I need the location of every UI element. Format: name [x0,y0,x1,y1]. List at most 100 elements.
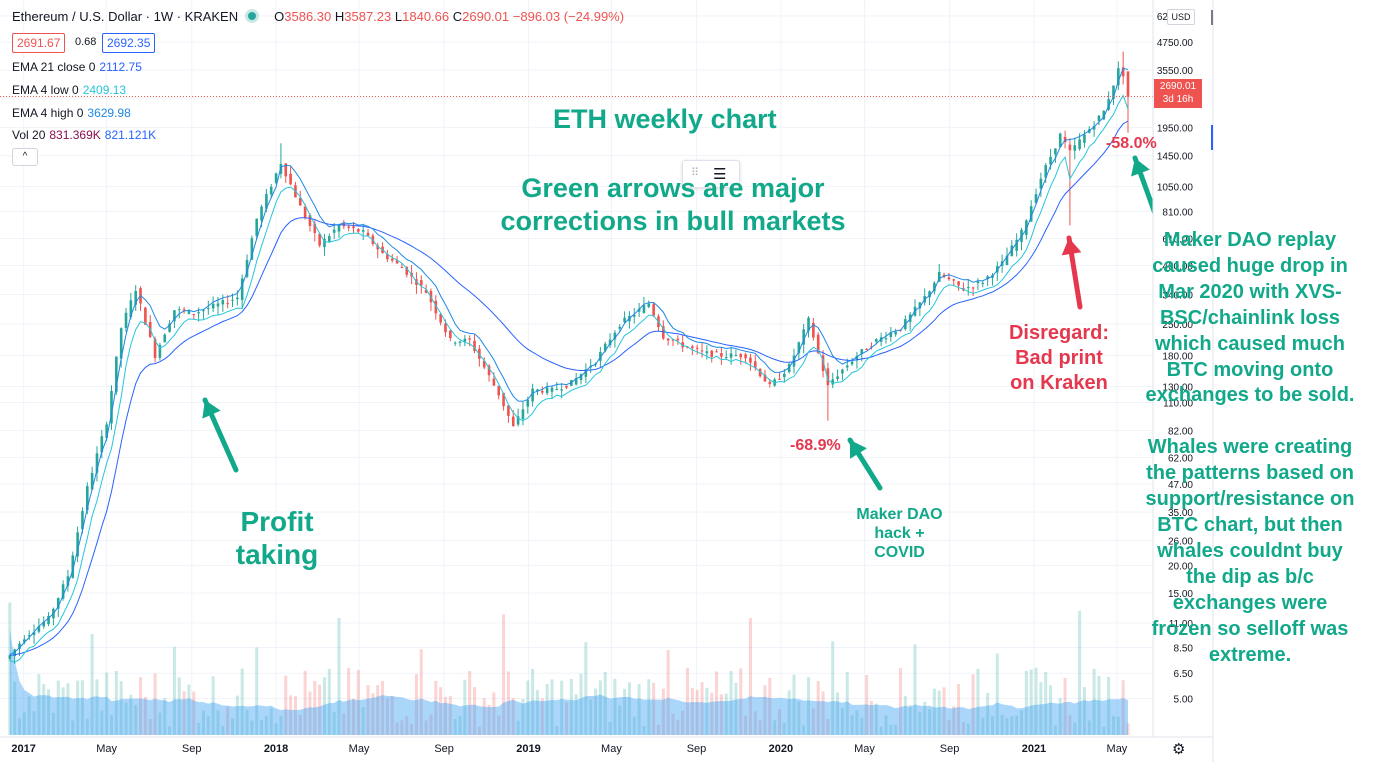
volume-bar [1078,610,1082,735]
candle-body [812,322,815,338]
menu-icon[interactable]: ☰ [713,166,727,183]
candle-body [298,197,302,206]
candle-body [695,347,699,349]
candle-body [236,297,239,300]
candle-body [405,266,409,275]
volume-bar [686,667,690,735]
candle-body [1054,148,1057,155]
volume-bar [908,704,912,735]
time-tick-label: May [601,743,622,755]
candlestick-series [8,51,1130,664]
candle-body [720,353,723,357]
volume-bar [961,722,965,735]
volume-bar [758,720,762,735]
volume-bar [322,677,326,735]
volume-bar [66,683,70,735]
bid-price-box[interactable]: 2691.67 [12,33,66,53]
candle-body [686,346,689,348]
floating-toolbar[interactable]: ⠿ ☰ [682,160,740,188]
volume-bar [13,681,17,735]
time-axis[interactable]: 2017 May Sep 2018 May Sep 2019 May Sep 2020 May Sep… [11,743,1127,755]
volume-bar [777,708,781,735]
candle-body [144,307,147,325]
indicator-volume[interactable]: Vol 20 831.369K 821.121K [12,128,157,142]
candle-body [1063,136,1067,143]
indicator-ema4-high[interactable]: EMA 4 high 0 3629.98 [12,106,131,120]
volume-bar [840,707,844,735]
candle-body [550,387,554,392]
volume-bar [942,687,946,735]
candle-body [700,350,704,352]
candle-body [444,323,447,333]
candle-body [110,391,113,424]
volume-bar [579,673,583,735]
candle-body [487,365,491,376]
candle-body [724,357,728,359]
ask-price-box[interactable]: 2692.35 [102,33,156,53]
candle-body [1039,178,1043,189]
price-tick-label: 11.00 [1169,619,1194,630]
volume-bar [516,720,520,735]
volume-bar [487,704,491,735]
time-tick-label: Sep [182,743,202,755]
volume-bar [739,668,743,735]
candle-body [884,338,888,340]
candle-body [763,374,767,382]
candle-body [860,349,864,355]
volume-bar [32,711,36,735]
candle-body [158,344,162,358]
indicator-ema21[interactable]: EMA 21 close 0 2112.75 [12,60,142,74]
volume-bar [681,710,685,735]
volume-bar [715,671,719,735]
symbol-title[interactable]: Ethereum / U.S. Dollar · 1W · KRAKEN [12,9,239,24]
volume-bar [27,696,31,735]
volume-bar [226,706,230,735]
volume-bar [1063,678,1067,735]
volume-bar [506,671,510,735]
candle-body [599,351,602,361]
currency-label[interactable]: USD [1167,9,1195,25]
candle-body [705,351,709,354]
volume-bar [434,680,438,735]
candle-body [192,314,196,316]
volume-bar [168,726,172,735]
volume-bar [114,670,118,735]
volume-bar [458,716,462,735]
last-price-label: 2690.01 3d 16h [1154,79,1202,108]
indicator-ema4-low[interactable]: EMA 4 low 0 2409.13 [12,83,127,97]
drag-handle-icon[interactable]: ⠿ [691,167,700,179]
candle-body [894,331,897,335]
volume-bar [1058,698,1062,735]
candle-body [778,378,781,380]
volume-bar [511,697,515,735]
collapse-legend-button[interactable]: ^ [12,148,38,166]
price-tick-label: 5.00 [1174,694,1194,705]
volume-bar [874,703,878,735]
volume-bar [129,694,133,735]
volume-bar [550,679,554,735]
volume-bar [865,675,869,735]
price-tick-label: 1050.00 [1157,183,1194,194]
candle-body [463,338,467,342]
volume-bar [395,722,399,735]
annotation-disregard: Disregard: Bad print on Kraken [1008,322,1110,394]
gear-icon[interactable]: ⚙ [1172,741,1186,758]
annotation-drop-2020: -68.9% [790,437,841,454]
volume-bar [816,680,820,735]
volume-bar [80,680,84,735]
volume-bar [18,718,22,735]
volume-bar [627,682,631,735]
candle-body [1025,220,1028,235]
candle-body [449,330,452,339]
volume-bar [260,719,264,735]
candle-body [608,339,612,346]
volume-bar [90,633,94,735]
volume-bar [540,698,544,735]
volume-bar [468,671,472,735]
volume-bar [1010,716,1014,735]
explanation-line: which caused much [1154,332,1346,355]
volume-bar [8,602,12,735]
volume-bar [1082,687,1086,735]
candle-body [27,635,31,637]
